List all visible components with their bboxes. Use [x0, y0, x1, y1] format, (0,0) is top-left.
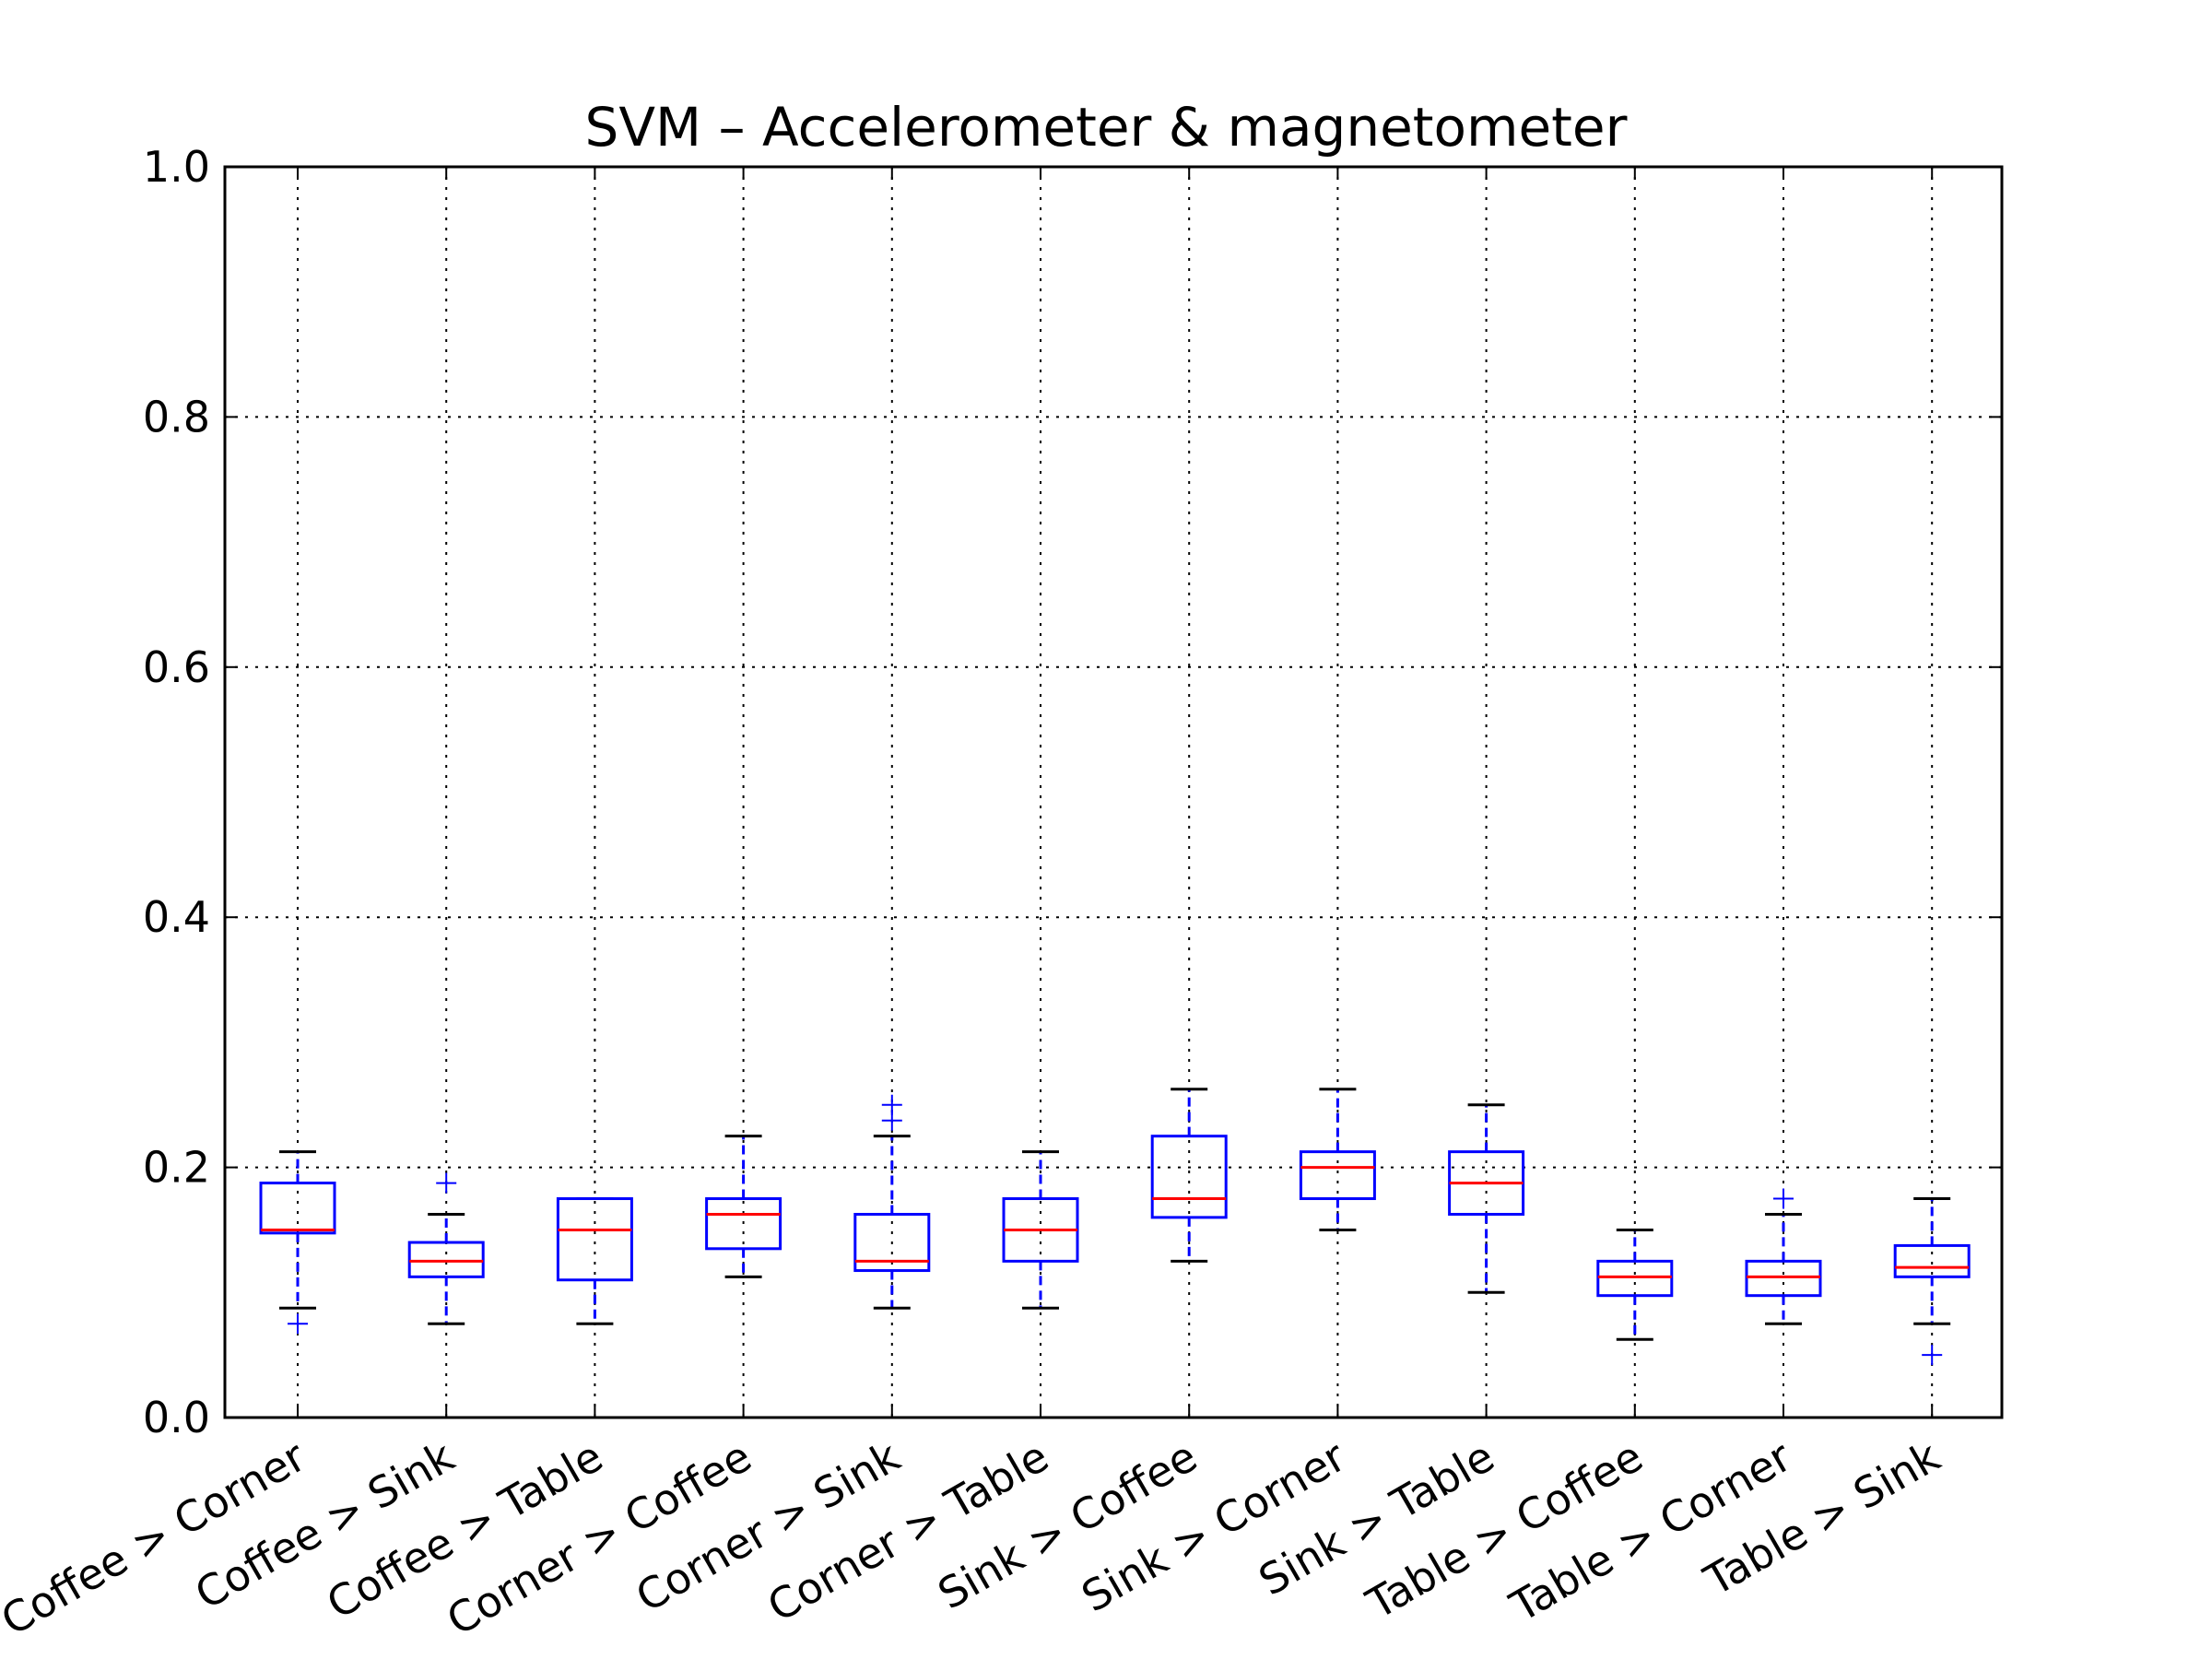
- box-iqr: [1150, 1135, 1228, 1219]
- y-tick-label: 0.6: [143, 642, 210, 692]
- box-1: [259, 1150, 336, 1335]
- y-tick-label: 0.8: [143, 392, 210, 441]
- box-9: [1448, 1103, 1525, 1294]
- tick-layer: [225, 166, 2002, 1418]
- box-iqr: [407, 1241, 485, 1278]
- box-7: [1150, 1088, 1228, 1263]
- box-iqr: [853, 1212, 931, 1273]
- box-3: [556, 1197, 633, 1325]
- box-iqr: [1893, 1243, 1971, 1278]
- y-tick-label: 0.2: [143, 1143, 210, 1193]
- box-4: [705, 1135, 782, 1278]
- y-tick-label: 1.0: [143, 142, 210, 192]
- box-iqr: [556, 1197, 633, 1282]
- chart-title: SVM – Accelerometer & magnetometer: [585, 96, 1628, 159]
- grid-layer: [225, 167, 2002, 1418]
- y-tick-label: 0.4: [143, 892, 210, 942]
- x-category-label: Sink > Coffee: [930, 1431, 1206, 1619]
- box-10: [1596, 1228, 1674, 1341]
- outlier-marker: [436, 1172, 457, 1194]
- box-layer: [259, 1088, 1971, 1366]
- outlier-marker: [288, 1313, 308, 1335]
- outlier-marker: [1922, 1345, 1943, 1366]
- box-iqr: [1299, 1150, 1376, 1201]
- box-iqr: [705, 1197, 782, 1251]
- box-8: [1299, 1088, 1376, 1231]
- box-2: [407, 1172, 485, 1325]
- box-11: [1745, 1188, 1822, 1325]
- box-iqr: [1745, 1259, 1822, 1298]
- box-iqr: [1596, 1259, 1674, 1298]
- outlier-marker: [881, 1094, 902, 1115]
- box-5: [853, 1094, 931, 1310]
- box-6: [1002, 1150, 1079, 1310]
- y-tick-label: 0.0: [143, 1393, 210, 1442]
- box-12: [1893, 1197, 1971, 1366]
- plot-frame: [223, 165, 2004, 1419]
- box-iqr: [259, 1182, 336, 1235]
- outlier-marker: [1773, 1188, 1794, 1209]
